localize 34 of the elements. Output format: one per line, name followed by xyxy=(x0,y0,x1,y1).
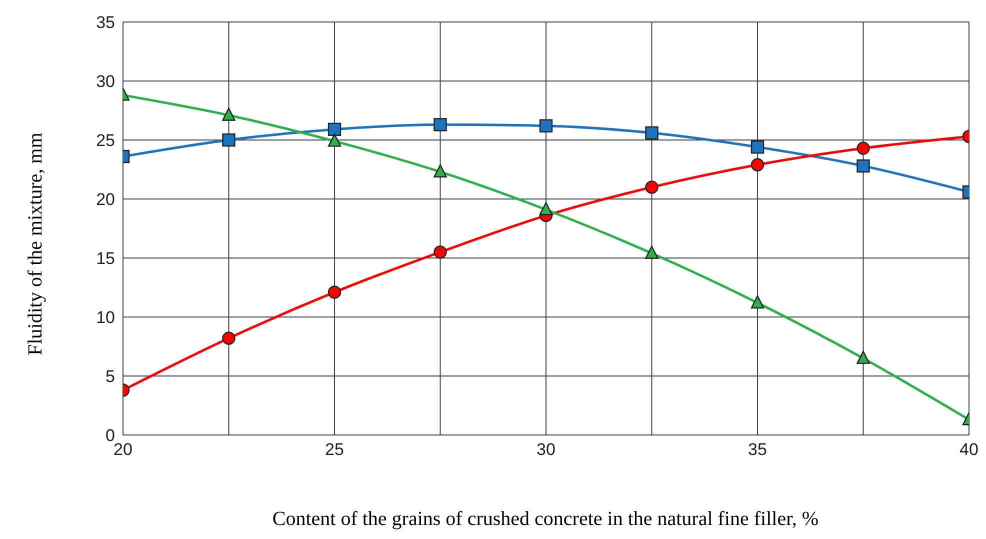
point xyxy=(328,286,342,299)
point xyxy=(434,118,447,132)
point xyxy=(222,332,236,345)
point xyxy=(856,350,870,364)
y-tick-label: 15 xyxy=(96,249,115,268)
y-axis-title: Fluidity of the mixture, mm xyxy=(24,132,48,356)
x-tick-label: 40 xyxy=(960,440,978,460)
point xyxy=(645,180,658,194)
y-tick-label: 5 xyxy=(106,367,115,386)
x-tick-label: 30 xyxy=(536,440,556,460)
x-tick-label: 25 xyxy=(325,440,344,460)
point xyxy=(750,140,764,154)
point xyxy=(222,133,236,147)
point xyxy=(856,159,870,173)
point xyxy=(539,202,553,216)
y-tick-label: 30 xyxy=(96,72,115,92)
point xyxy=(434,246,447,259)
point xyxy=(328,134,342,147)
point xyxy=(750,295,764,308)
point xyxy=(645,246,658,259)
y-tick-label: 25 xyxy=(96,131,115,150)
y-tick-label: 10 xyxy=(96,308,115,328)
y-tick-label: 0 xyxy=(106,426,115,446)
y-tick-label: 35 xyxy=(96,13,115,32)
point xyxy=(539,119,553,132)
point xyxy=(856,142,870,155)
x-tick-label: 35 xyxy=(748,440,767,460)
y-tick-label: 20 xyxy=(96,190,115,210)
point xyxy=(328,122,342,136)
point xyxy=(750,158,764,172)
x-axis-title: Content of the grains of crushed concrete in the natural fine filler, % xyxy=(271,508,820,531)
point xyxy=(434,164,447,178)
point xyxy=(645,126,658,140)
point xyxy=(222,108,236,121)
